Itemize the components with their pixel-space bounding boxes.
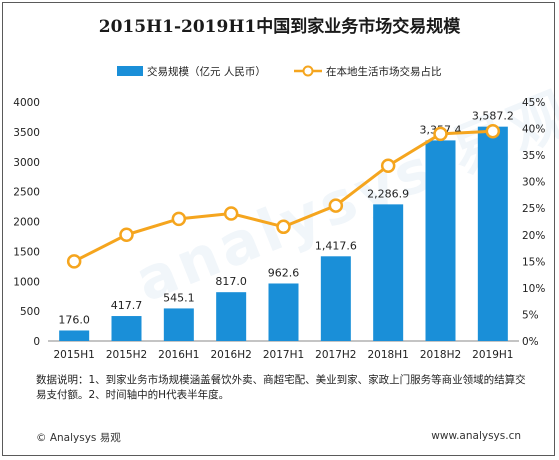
y-left-tick-label: 2000 <box>13 217 40 229</box>
x-tick-label: 2019H1 <box>472 349 513 361</box>
y-left-tick-label: 3500 <box>13 127 40 139</box>
x-axis-labels: 2015H1 2015H2 2016H1 2016H2 2017H1 2017H2 2018… <box>54 349 514 361</box>
chart: 交易规模（亿元 人民币） 在本地生活市场交易占比 0 500 1000 1500 200… <box>13 65 545 361</box>
x-tick-label: 2018H1 <box>368 349 409 361</box>
line-point <box>433 126 448 142</box>
y-left-tick-label: 1500 <box>13 246 40 258</box>
y-right-tick-label: 35% <box>522 150 545 162</box>
y-right-tick-label: 10% <box>522 283 545 295</box>
y-right-tick-label: 30% <box>522 177 545 189</box>
x-tick-label: 2015H2 <box>106 349 147 361</box>
bar-series <box>59 126 508 342</box>
bar-value-label: 2,286.9 <box>367 187 409 200</box>
y-right-tick-label: 20% <box>522 230 545 242</box>
y-right-tick-label: 5% <box>522 309 539 321</box>
legend-line-marker <box>302 65 314 77</box>
legend-bar-swatch <box>117 66 143 76</box>
bar-value-label: 962.6 <box>268 266 300 279</box>
y-axis-right: 0% 5% 10% 15% 20% 25% 30% 35% 40% 45% <box>522 97 545 348</box>
bar-value-label: 417.7 <box>111 299 143 312</box>
bar <box>268 283 299 341</box>
x-tick-label: 2017H2 <box>315 349 356 361</box>
line-point <box>485 123 501 139</box>
legend-bar-label: 交易规模（亿元 人民币） <box>147 65 266 78</box>
y-right-tick-label: 15% <box>522 256 545 268</box>
bar-value-label: 545.1 <box>163 291 195 304</box>
y-left-tick-label: 2500 <box>13 187 40 199</box>
legend-line-label: 在本地生活市场交易占比 <box>326 65 442 78</box>
x-tick-label: 2017H1 <box>263 349 304 361</box>
line-point <box>66 254 82 269</box>
y-right-tick-label: 0% <box>522 336 539 348</box>
bar <box>163 308 194 341</box>
y-right-tick-label: 40% <box>522 124 545 136</box>
y-left-tick-label: 500 <box>20 306 40 318</box>
footer-website[interactable]: www.analysys.cn <box>431 430 521 442</box>
y-right-tick-label: 25% <box>522 203 545 215</box>
bar-value-label: 817.0 <box>215 275 247 288</box>
footer-brand: © Analysys 易观 <box>36 432 121 444</box>
bar-value-label: 3,587.2 <box>472 110 514 123</box>
y-right-tick-label: 45% <box>522 97 545 109</box>
x-tick-label: 2016H1 <box>158 349 199 361</box>
bar <box>477 126 508 342</box>
bar <box>216 292 247 341</box>
line-point <box>380 158 396 173</box>
y-left-tick-label: 4000 <box>13 97 40 109</box>
bar <box>111 316 142 341</box>
bar-value-label: 176.0 <box>58 313 90 326</box>
bar-value-label: 1,417.6 <box>315 239 357 252</box>
legend: 交易规模（亿元 人民币） 在本地生活市场交易占比 <box>117 65 442 78</box>
line-point <box>223 206 239 221</box>
bar <box>320 256 351 341</box>
y-left-tick-label: 3000 <box>13 157 40 169</box>
bar <box>373 204 404 341</box>
line-point <box>119 227 134 243</box>
y-left-tick-label: 1000 <box>13 276 40 288</box>
line-point <box>171 211 187 227</box>
x-tick-label: 2015H1 <box>54 349 95 361</box>
chart-title: 2015H1-2019H1中国到家业务市场交易规模 <box>98 17 461 37</box>
line-point <box>328 198 344 213</box>
line-series <box>66 123 501 269</box>
y-axis-left: 0 500 1000 1500 2000 2500 3000 3500 4000 <box>13 97 40 348</box>
x-tick-label: 2016H2 <box>211 349 252 361</box>
x-tick-label: 2018H2 <box>420 349 461 361</box>
bar <box>425 140 456 341</box>
data-note: 数据说明：1、到家业务市场规模涵盖餐饮外卖、商超宅配、美业到家、家政上门服务等商… <box>36 374 526 401</box>
bar-value-labels: 176.0 417.7 545.1 817.0 962.6 1,417.6 2,286.9 3… <box>58 110 513 327</box>
bar <box>59 330 90 341</box>
line-point <box>276 219 291 235</box>
y-left-tick-label: 0 <box>33 336 40 348</box>
